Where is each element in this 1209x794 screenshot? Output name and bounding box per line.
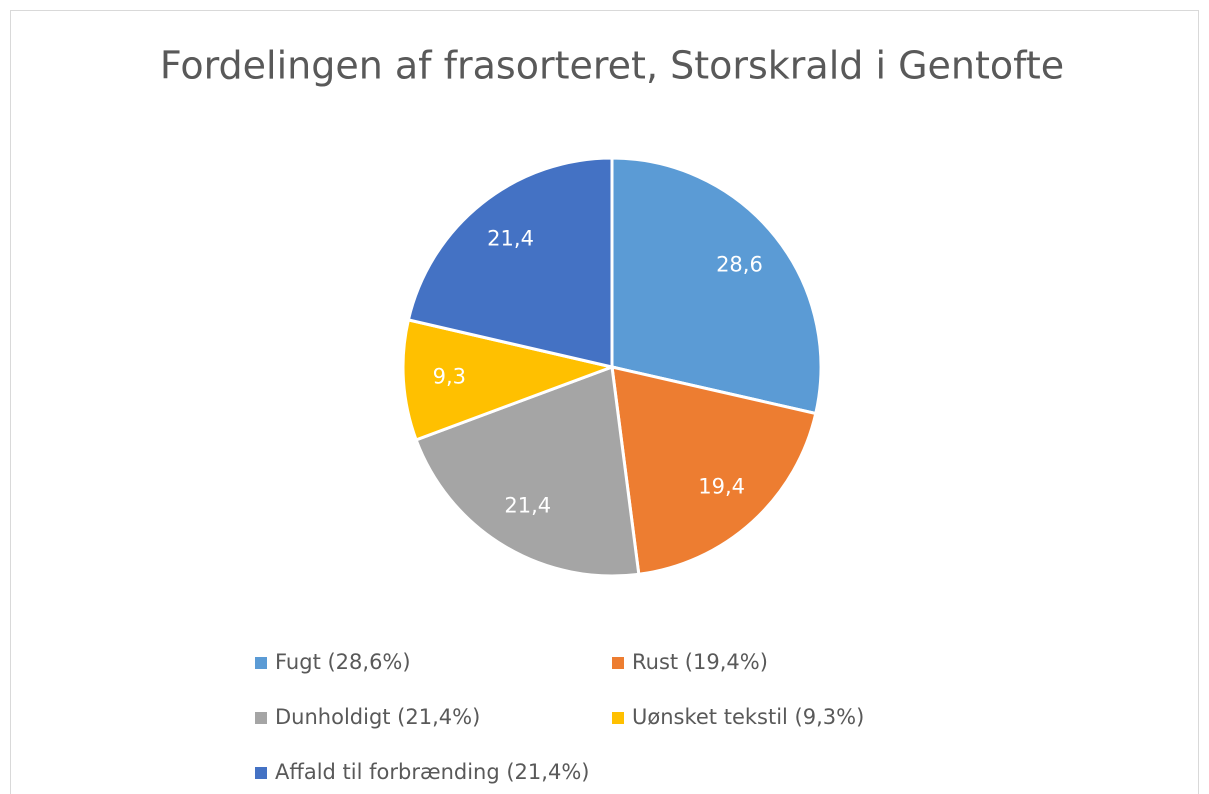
legend-label: Rust (19,4%) [632, 650, 768, 674]
legend-swatch [255, 657, 267, 669]
legend-label: Dunholdigt (21,4%) [275, 705, 480, 729]
data-label: 21,4 [504, 494, 551, 518]
data-label: 9,3 [433, 364, 466, 388]
pie-slice [610, 365, 818, 576]
legend-swatch [255, 712, 267, 724]
legend-swatch [612, 657, 624, 669]
legend-swatch [612, 712, 624, 724]
pie-slice [406, 156, 614, 369]
data-label: 28,6 [716, 252, 763, 276]
data-label: 19,4 [698, 475, 745, 499]
legend-label: Fugt (28,6%) [275, 650, 411, 674]
pie-slice [401, 318, 618, 442]
legend-swatch [255, 767, 267, 779]
legend-label: Affald til forbrænding (21,4%) [275, 760, 589, 784]
legend-label: Uønsket tekstil (9,3%) [632, 705, 864, 729]
chart-title: Fordelingen af frasorteret, Storskrald i… [160, 44, 1064, 88]
data-label: 21,4 [487, 226, 534, 250]
pie-slice [610, 156, 823, 416]
